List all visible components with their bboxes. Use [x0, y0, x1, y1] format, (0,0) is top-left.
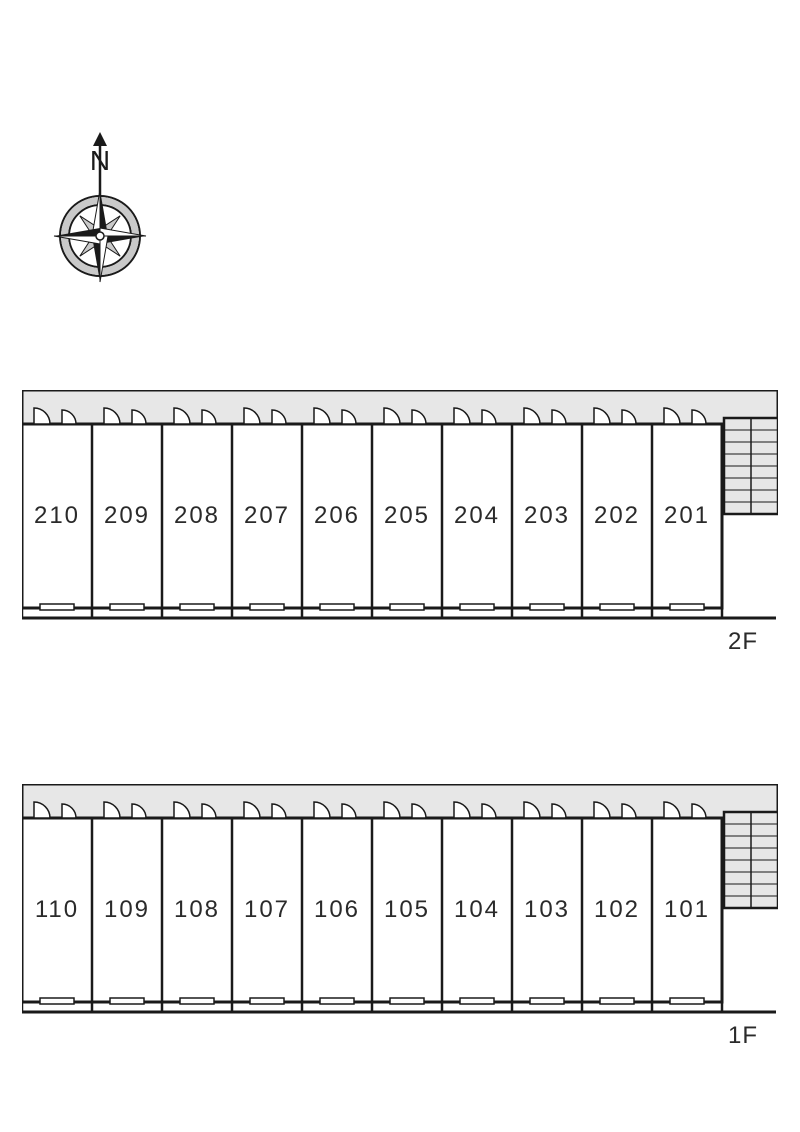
unit-label-102: 102: [582, 896, 652, 924]
floorplan-canvas: N 210209208207206205204203202201 2F 110109…: [0, 0, 800, 1132]
unit-label-203: 203: [512, 502, 582, 530]
unit-label-110: 110: [22, 896, 92, 924]
unit-label-201: 201: [652, 502, 722, 530]
unit-label-106: 106: [302, 896, 372, 924]
unit-label-103: 103: [512, 896, 582, 924]
unit-label-204: 204: [442, 502, 512, 530]
svg-text:N: N: [90, 145, 110, 176]
floor-1F: 110109108107106105104103102101 1F: [22, 784, 778, 1056]
floor-2F: 210209208207206205204203202201 2F: [22, 390, 778, 662]
floor-label-2F: 2F: [728, 628, 774, 656]
unit-label-205: 205: [372, 502, 442, 530]
unit-label-109: 109: [92, 896, 162, 924]
unit-label-105: 105: [372, 896, 442, 924]
unit-label-104: 104: [442, 896, 512, 924]
unit-label-210: 210: [22, 502, 92, 530]
floor-label-1F: 1F: [728, 1022, 774, 1050]
unit-label-108: 108: [162, 896, 232, 924]
compass-rose: N: [40, 130, 160, 300]
unit-label-202: 202: [582, 502, 652, 530]
unit-label-209: 209: [92, 502, 162, 530]
unit-label-208: 208: [162, 502, 232, 530]
unit-label-101: 101: [652, 896, 722, 924]
unit-label-207: 207: [232, 502, 302, 530]
unit-label-206: 206: [302, 502, 372, 530]
unit-label-107: 107: [232, 896, 302, 924]
